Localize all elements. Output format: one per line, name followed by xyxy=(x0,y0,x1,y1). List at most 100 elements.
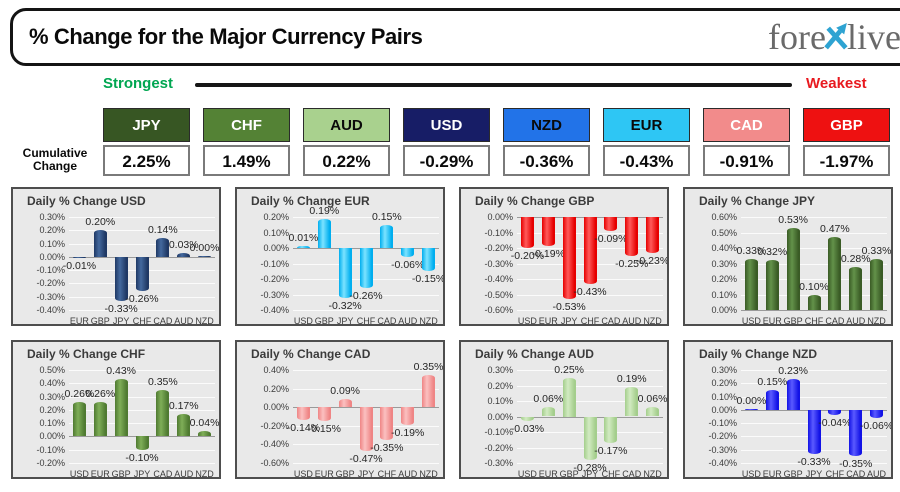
x-axis-label: CAD xyxy=(846,469,866,479)
x-axis-label: CAD xyxy=(825,316,845,326)
bar-value-label: 0.19% xyxy=(309,204,340,217)
gridline xyxy=(69,423,215,425)
y-axis-tick: -0.50% xyxy=(484,289,513,300)
y-axis-tick: -0.20% xyxy=(708,431,737,442)
x-axis-label: EUR xyxy=(538,469,558,479)
chart-title: Daily % Change GBP xyxy=(475,194,595,208)
bar-value-label: -0.01% xyxy=(62,260,97,273)
y-axis-tick: 0.10% xyxy=(487,396,513,406)
bar-value-label: 0.33% xyxy=(861,244,892,257)
y-axis-tick: 0.00% xyxy=(263,402,289,413)
currency-card-jpy: JPY 2.25% xyxy=(103,108,190,176)
bar-aud xyxy=(849,266,863,310)
x-axis-label: GBP xyxy=(559,469,579,479)
chart-panel-usd: Daily % Change USD 0.30% 0.20% 0.10% 0.00% -0… xyxy=(11,187,221,326)
y-axis-tick: 0.30% xyxy=(39,212,65,222)
chart-panel-chf: Daily % Change CHF 0.50% 0.40% 0.30% 0.20% 0.… xyxy=(11,340,221,479)
chart-panel-eur: Daily % Change EUR 0.20% 0.10% 0.00% -0.10% -… xyxy=(235,187,445,326)
bar-value-label: 0.06% xyxy=(637,393,668,406)
bar-value-label: 0.01% xyxy=(288,232,319,245)
strength-scale-line xyxy=(195,83,792,87)
chart-title: Daily % Change JPY xyxy=(699,194,816,208)
gridline xyxy=(69,217,215,218)
bar-cad xyxy=(625,387,639,417)
bar-usd xyxy=(520,217,534,248)
y-axis-tick: -0.20% xyxy=(484,243,513,253)
y-axis-tick: 0.00% xyxy=(39,431,65,442)
logo-x-arrow-icon xyxy=(824,22,848,49)
bar-value-label: -0.35% xyxy=(370,441,404,454)
bar-cad xyxy=(604,217,618,231)
bar-chf xyxy=(604,416,618,443)
bar-value-label: -0.15% xyxy=(411,273,445,286)
bar-aud xyxy=(401,248,415,258)
y-axis-tick: 0.20% xyxy=(263,383,289,394)
y-axis-tick: 0.30% xyxy=(711,258,737,269)
x-axis-label: AUD xyxy=(846,316,866,326)
currency-cumulative-value: -0.29% xyxy=(403,145,490,176)
bar-eur xyxy=(765,389,779,410)
bar-eur xyxy=(541,217,555,247)
x-axis-label: NZD xyxy=(643,316,662,326)
y-axis-tick: -0.10% xyxy=(484,227,513,238)
y-axis-tick: 0.40% xyxy=(39,378,65,389)
bar-value-label: -0.03% xyxy=(510,423,545,436)
bar-value-label: 0.26% xyxy=(85,387,116,400)
x-axis-label: NZD xyxy=(419,316,438,326)
y-axis-tick: 0.20% xyxy=(487,380,513,391)
x-axis-label: CAD xyxy=(601,316,621,326)
bar-value-label: 0.26% xyxy=(64,387,95,400)
bar-value-label: -0.06% xyxy=(391,259,425,272)
bar-value-label: 0.04% xyxy=(189,417,220,430)
currency-card-chf: CHF 1.49% xyxy=(203,108,290,176)
bar-chf xyxy=(380,407,394,440)
gridline xyxy=(293,463,439,464)
bar-value-label: 0.09% xyxy=(330,384,361,397)
bar-value-label: -0.14% xyxy=(286,422,321,435)
y-axis-tick: 0.20% xyxy=(263,212,289,222)
gridline xyxy=(741,463,887,464)
bar-value-label: -0.06% xyxy=(859,419,893,432)
bar-usd xyxy=(296,407,310,421)
chart-title: Daily % Change CHF xyxy=(27,347,146,361)
y-axis-tick: -0.20% xyxy=(260,274,289,284)
bar-value-label: 0.23% xyxy=(778,365,809,378)
bar-value-label: -0.43% xyxy=(573,285,607,298)
currency-card-nzd: NZD -0.36% xyxy=(503,108,590,176)
x-axis-label: NZD xyxy=(643,469,662,479)
bar-value-label: 0.53% xyxy=(778,213,809,226)
chart-title: Daily % Change EUR xyxy=(251,194,370,208)
currency-cumulative-value: 1.49% xyxy=(203,145,290,176)
gridline xyxy=(741,263,887,265)
x-axis-label: CHF xyxy=(377,469,397,479)
bar-aud xyxy=(870,409,884,418)
bar-value-label: -0.19% xyxy=(391,426,425,439)
bar-value-label: 0.32% xyxy=(757,246,788,259)
y-axis-tick: -0.10% xyxy=(708,418,737,429)
gridline xyxy=(293,310,439,311)
bar-chf xyxy=(807,294,821,310)
gridline xyxy=(517,370,663,371)
bar-value-label: 0.43% xyxy=(106,365,137,378)
x-axis-label: USD xyxy=(741,469,761,479)
bar-value-label: -0.33% xyxy=(797,455,831,468)
y-axis-tick: 0.30% xyxy=(711,365,737,375)
y-axis-tick: 0.10% xyxy=(711,289,737,300)
x-axis-label: CAD xyxy=(622,469,642,479)
bar-value-label: 0.15% xyxy=(757,375,788,388)
app-header: % Change for the Major Currency Pairs fo… xyxy=(10,8,900,66)
y-axis-tick: 0.50% xyxy=(39,365,65,375)
y-axis-tick: -0.40% xyxy=(484,274,513,284)
x-axis-label: JPY xyxy=(133,469,151,479)
bar-value-label: -0.26% xyxy=(349,290,383,303)
y-axis-tick: 0.10% xyxy=(263,227,289,238)
y-axis-tick: 0.20% xyxy=(711,274,737,284)
y-axis-tick: -0.30% xyxy=(708,444,737,455)
currency-card-gbp: GBP -1.97% xyxy=(803,108,890,176)
x-axis-label: GBP xyxy=(335,469,355,479)
currency-code: AUD xyxy=(303,108,390,142)
currency-card-usd: USD -0.29% xyxy=(403,108,490,176)
y-axis-tick: -0.10% xyxy=(484,427,513,437)
bar-aud xyxy=(401,407,415,425)
bar-chf xyxy=(135,256,149,292)
